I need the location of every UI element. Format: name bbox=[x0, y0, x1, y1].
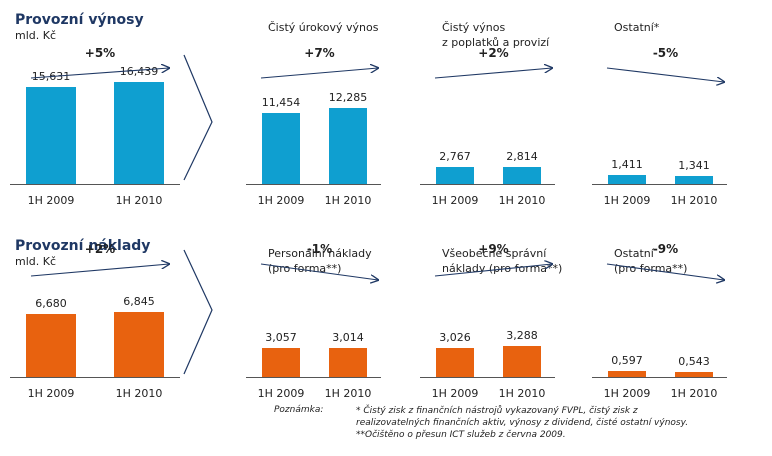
bar bbox=[26, 87, 76, 184]
value-label: 3,288 bbox=[506, 328, 538, 342]
chevron-separator-icon bbox=[183, 54, 213, 181]
value-label: 12,285 bbox=[328, 90, 368, 104]
bar bbox=[114, 312, 164, 377]
change-label: +9% bbox=[478, 242, 509, 256]
change-arrow bbox=[30, 68, 169, 79]
bar bbox=[329, 107, 367, 184]
row-unit: mld. Kč bbox=[15, 29, 57, 42]
x-axis bbox=[592, 377, 727, 378]
change-arrow bbox=[434, 68, 552, 79]
bar bbox=[262, 112, 300, 184]
bar bbox=[608, 371, 646, 377]
value-label: 6,845 bbox=[123, 295, 155, 308]
tick-label: 1H 2009 bbox=[27, 387, 75, 400]
value-label: 0,543 bbox=[678, 354, 710, 368]
bar bbox=[262, 347, 300, 377]
change-label: +7% bbox=[304, 46, 335, 60]
change-label: +5% bbox=[84, 46, 116, 60]
panel-title: Čistý výnos z poplatků a provizí bbox=[442, 21, 550, 49]
value-label: 1,411 bbox=[611, 158, 643, 172]
change-label: -5% bbox=[652, 46, 679, 60]
value-label: 2,814 bbox=[506, 149, 538, 163]
value-label: 2,767 bbox=[439, 149, 471, 163]
tick-label: 1H 2009 bbox=[257, 387, 305, 400]
value-label: 16,439 bbox=[119, 65, 159, 78]
change-label: -1% bbox=[306, 242, 333, 256]
tick-label: 1H 2010 bbox=[115, 387, 163, 400]
chevron-separator-icon bbox=[183, 249, 213, 375]
value-label: 6,680 bbox=[35, 296, 67, 310]
x-axis bbox=[420, 184, 555, 185]
bar bbox=[503, 166, 541, 184]
tick-label: 1H 2009 bbox=[431, 194, 479, 207]
x-axis bbox=[246, 377, 381, 378]
tick-label: 1H 2010 bbox=[498, 387, 546, 400]
tick-label: 1H 2010 bbox=[115, 194, 163, 207]
change-arrow bbox=[260, 263, 378, 280]
footnote: * Čistý zisk z finančních nástrojů vykaz… bbox=[356, 405, 688, 441]
tick-label: 1H 2009 bbox=[603, 194, 651, 207]
footnote-line: * Čistý zisk z finančních nástrojů vykaz… bbox=[356, 406, 638, 416]
tick-label: 1H 2010 bbox=[324, 194, 372, 207]
value-label: 3,026 bbox=[439, 331, 471, 345]
tick-label: 1H 2010 bbox=[670, 387, 718, 400]
change-arrow bbox=[606, 263, 724, 280]
value-label: 3,057 bbox=[265, 330, 297, 344]
bar bbox=[608, 175, 646, 184]
x-axis bbox=[420, 377, 555, 378]
change-label: -9% bbox=[652, 242, 679, 256]
row-title: Provozní náklady bbox=[15, 238, 151, 254]
row-unit: mld. Kč bbox=[15, 255, 57, 268]
change-arrow bbox=[30, 264, 169, 277]
change-arrow bbox=[434, 264, 552, 277]
footnote-line: realizovatelných finančních aktiv, výnos… bbox=[356, 418, 689, 428]
x-axis bbox=[592, 184, 727, 185]
footnote-label: Poznámka: bbox=[274, 405, 324, 415]
tick-label: 1H 2010 bbox=[324, 387, 372, 400]
x-axis bbox=[10, 184, 180, 185]
bar bbox=[436, 166, 474, 184]
panel-title: Ostatní* bbox=[614, 21, 660, 34]
value-label: 11,454 bbox=[261, 95, 301, 109]
bar bbox=[675, 175, 713, 184]
tick-label: 1H 2009 bbox=[257, 194, 305, 207]
tick-label: 1H 2009 bbox=[27, 194, 75, 207]
value-label: 3,014 bbox=[332, 331, 364, 345]
bar bbox=[114, 82, 164, 184]
row-title: Provozní výnosy bbox=[15, 12, 144, 28]
value-label: 0,597 bbox=[611, 354, 643, 368]
tick-label: 1H 2009 bbox=[603, 387, 651, 400]
value-label: 1,341 bbox=[678, 158, 710, 172]
bar bbox=[329, 348, 367, 377]
change-arrow bbox=[606, 67, 724, 82]
x-axis bbox=[10, 377, 180, 378]
footnote-line: **Očištěno o přesun ICT služeb z června … bbox=[356, 430, 566, 440]
bar bbox=[26, 313, 76, 377]
panel-title: Čistý úrokový výnos bbox=[268, 21, 379, 34]
bar bbox=[503, 345, 541, 377]
tick-label: 1H 2010 bbox=[670, 194, 718, 207]
change-label: +2% bbox=[478, 46, 509, 60]
tick-label: 1H 2010 bbox=[498, 194, 546, 207]
bar bbox=[436, 348, 474, 377]
change-label: +2% bbox=[84, 242, 116, 256]
tick-label: 1H 2009 bbox=[431, 387, 479, 400]
bar bbox=[675, 371, 713, 377]
x-axis bbox=[246, 184, 381, 185]
change-arrow bbox=[260, 68, 378, 79]
